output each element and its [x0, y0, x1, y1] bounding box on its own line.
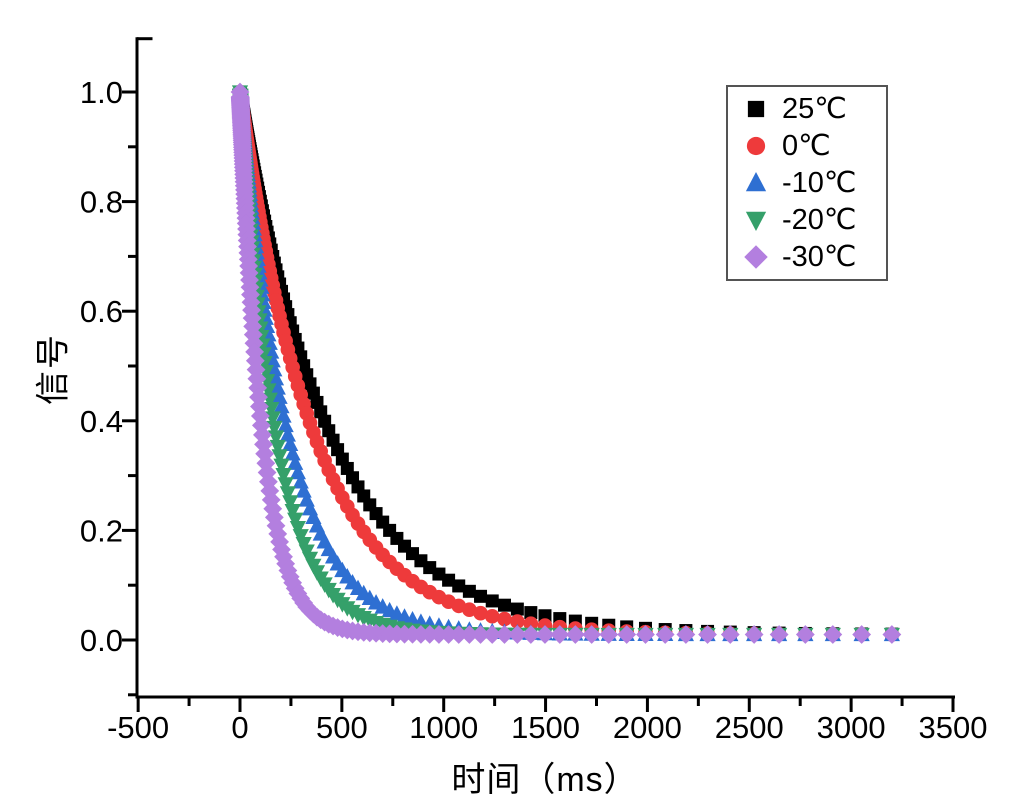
legend-marker-triangle-up-icon	[745, 171, 767, 192]
x-tick-label: -500	[107, 710, 169, 745]
legend: 25℃ 0℃ -10℃ -20℃ -30℃	[726, 85, 888, 281]
y-tick-label: 1.0	[80, 75, 123, 110]
legend-marker-circle-icon	[746, 136, 766, 155]
x-tick-label: 2000	[613, 710, 682, 745]
x-axis-title: 时间（ms）	[451, 761, 639, 799]
legend-label: -30℃	[782, 241, 857, 274]
legend-marker-triangle-down-icon	[745, 211, 767, 232]
x-tick-label: 3500	[919, 710, 988, 745]
axes	[122, 37, 955, 712]
y-tick-label: 0.0	[80, 623, 123, 658]
x-tick-label: 3000	[817, 710, 886, 745]
legend-label: -10℃	[782, 166, 857, 199]
x-tick-label: 2500	[715, 710, 784, 745]
x-tick-label: 0	[231, 710, 248, 745]
legend-item: 25℃	[728, 91, 886, 127]
y-tick-label: 0.6	[80, 294, 123, 329]
series--30℃	[230, 82, 902, 644]
legend-label: -20℃	[782, 204, 857, 237]
legend-label: 25℃	[782, 92, 847, 125]
legend-item: 0℃	[728, 128, 886, 164]
y-tick-label: 0.8	[80, 185, 123, 220]
x-tick-label: 1500	[511, 710, 580, 745]
x-tick-label: 1000	[409, 710, 478, 745]
y-tick-label: 0.4	[80, 404, 123, 439]
y-axis-title: 信号	[34, 333, 73, 405]
legend-label: 0℃	[782, 129, 831, 162]
y-tick-label: 0.2	[80, 513, 123, 548]
legend-marker-square-icon	[747, 100, 765, 117]
legend-item: -10℃	[728, 165, 886, 201]
x-tick-label: 500	[316, 710, 368, 745]
tick-labels: -500 0 500 1000 1500 2000 2500 3000 3500 0.0 0.2 0.…	[80, 75, 988, 745]
legend-item: -30℃	[728, 239, 886, 275]
legend-item: -20℃	[728, 202, 886, 238]
legend-marker-diamond-icon	[744, 245, 768, 270]
